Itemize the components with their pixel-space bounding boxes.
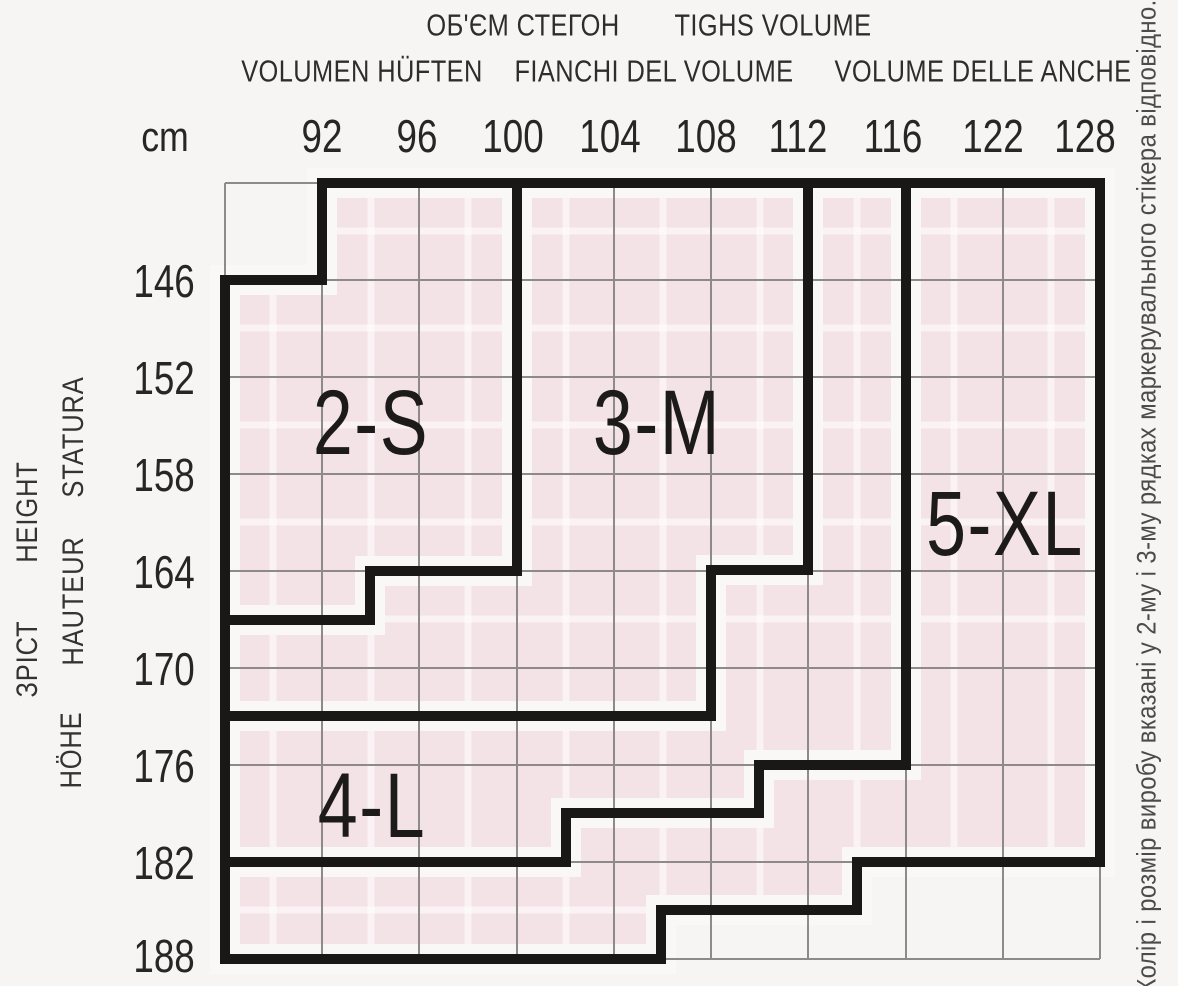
x-tick-100: 100 [482, 110, 544, 162]
x-tick-92: 92 [301, 110, 343, 162]
y-tick-146: 146 [133, 255, 195, 307]
region-label-3m: 3-M [592, 372, 722, 474]
header-hip-volume-it-anche: VOLUME DELLE ANCHE [834, 53, 1132, 89]
y-label-height: HEIGHT [11, 461, 44, 563]
header-hip-volume-it-fianchi: FIANCHI DEL VOLUME [514, 53, 794, 89]
y-tick-170: 170 [133, 643, 195, 695]
y-label-hauteur: HAUTEUR [57, 536, 90, 666]
x-tick-116: 116 [863, 110, 923, 162]
y-tick-158: 158 [133, 449, 195, 501]
boundary-3m [225, 183, 813, 721]
x-tick-122: 122 [962, 110, 1024, 162]
y-tick-182: 182 [133, 837, 195, 889]
sticker-note-vertical: Колір і розмір виробу вказані у 2-му і 3… [1131, 0, 1162, 986]
y-label-hohe: HÖHE [55, 711, 88, 789]
region-label-5xl: 5-XL [926, 473, 1084, 575]
y-tick-176: 176 [133, 740, 195, 792]
header-hip-volume-de: VOLUMEN HÜFTEN [241, 53, 483, 89]
boundary-5xl-4l [225, 183, 911, 867]
y-label-zrist: ЗРІСТ [11, 620, 44, 698]
size-boundaries [220, 178, 1105, 964]
unit-label-cm: cm [141, 113, 189, 160]
x-tick-108: 108 [675, 110, 737, 162]
y-label-statura: STATURA [57, 376, 90, 498]
region-label-4l: 4-L [317, 755, 427, 857]
x-tick-104: 104 [579, 110, 641, 162]
header-hip-volume-uk: ОБ'ЄМ СТЕГОН [426, 7, 620, 43]
x-tick-128: 128 [1054, 110, 1116, 162]
y-tick-188: 188 [133, 930, 195, 982]
y-tick-164: 164 [133, 546, 195, 598]
region-label-2s: 2-S [312, 372, 430, 474]
x-tick-112: 112 [768, 110, 828, 162]
header-hip-volume-en: TIGHS VOLUME [674, 7, 872, 43]
boundary-2s [225, 183, 522, 625]
x-tick-96: 96 [396, 110, 438, 162]
boundary-outer [220, 178, 1105, 964]
y-tick-152: 152 [133, 352, 195, 404]
